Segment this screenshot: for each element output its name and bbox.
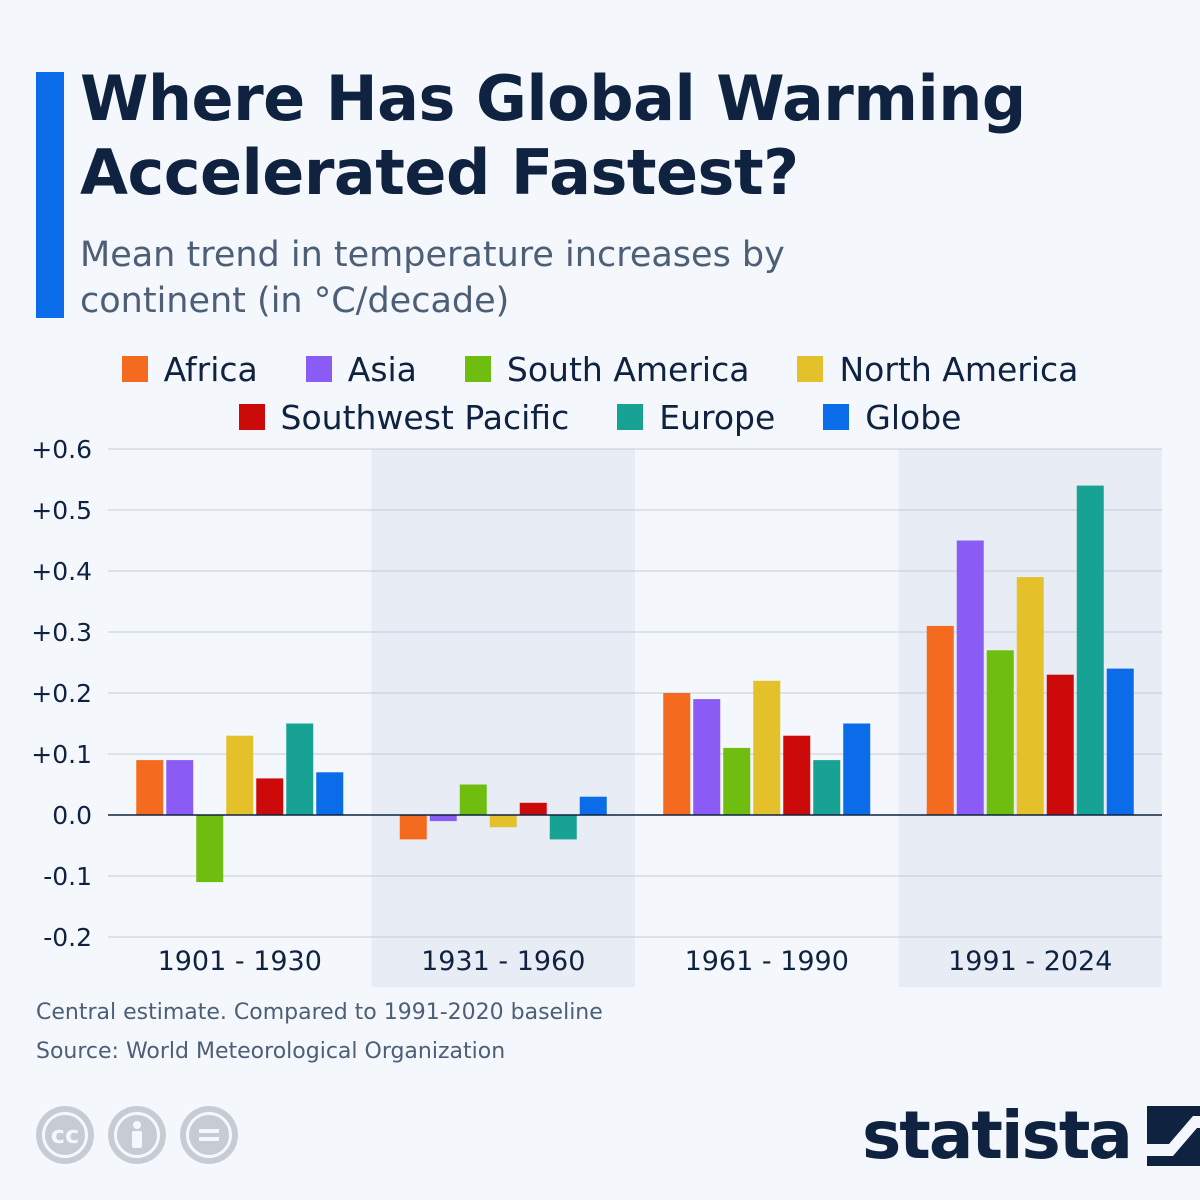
bar-north-america <box>489 815 517 828</box>
bar-north-america <box>1016 577 1044 815</box>
bar-asia <box>956 540 984 815</box>
y-tick-label: +0.5 <box>31 496 92 525</box>
y-tick-label: -0.1 <box>43 862 92 891</box>
legend-swatch <box>238 404 265 430</box>
y-tick-label: +0.1 <box>31 740 92 769</box>
y-tick-label: +0.2 <box>31 679 92 708</box>
legend-label: Africa <box>163 349 258 389</box>
legend-row-1: Africa Asia South America North America <box>0 346 1200 392</box>
cc-icon[interactable]: cc <box>36 1106 94 1164</box>
statista-logo-icon <box>1146 1106 1200 1166</box>
bar-southwest-pacific <box>1046 674 1074 815</box>
bar-south-america <box>459 784 487 815</box>
x-category-label: 1901 - 1930 <box>158 946 322 977</box>
legend-row-2: Southwest Pacific Europe Globe <box>0 394 1200 440</box>
license-icons: cc <box>36 1106 252 1164</box>
bar-europe <box>286 723 314 815</box>
attribution-icon[interactable] <box>108 1106 166 1164</box>
legend-swatch <box>797 356 824 382</box>
chart-legend: Africa Asia South America North America Sou… <box>0 346 1200 442</box>
bar-north-america <box>226 735 254 815</box>
chart-source: Source: World Meteorological Organizatio… <box>36 1039 506 1064</box>
bar-africa <box>399 815 427 840</box>
no-derivatives-icon[interactable] <box>180 1106 238 1164</box>
bar-southwest-pacific <box>256 778 284 815</box>
legend-swatch <box>823 404 850 430</box>
legend-swatch <box>121 356 148 382</box>
legend-swatch <box>464 356 491 382</box>
bar-globe <box>1106 668 1134 815</box>
y-tick-label: +0.3 <box>31 618 92 647</box>
y-tick-label: +0.6 <box>31 435 92 464</box>
legend-label: Globe <box>865 397 962 437</box>
bar-globe <box>316 772 344 815</box>
legend-swatch <box>305 356 332 382</box>
y-tick-label: -0.2 <box>43 923 92 952</box>
x-category-label: 1961 - 1990 <box>685 946 849 977</box>
legend-item-asia: Asia <box>305 349 417 389</box>
chart-note: Central estimate. Compared to 1991-2020 … <box>36 1000 603 1025</box>
bar-globe <box>843 723 871 815</box>
legend-item-south-america: South America <box>464 349 750 389</box>
legend-swatch <box>617 404 644 430</box>
bar-southwest-pacific <box>783 735 811 815</box>
legend-label: Europe <box>659 397 776 437</box>
bar-africa <box>136 760 164 815</box>
bar-southwest-pacific <box>519 802 547 815</box>
bar-africa <box>926 625 954 815</box>
bar-south-america <box>196 815 224 883</box>
legend-label: South America <box>506 349 750 389</box>
page-title: Where Has Global Warming Accelerated Fas… <box>80 62 1026 209</box>
legend-label: Southwest Pacific <box>280 397 570 437</box>
bar-asia <box>693 699 721 815</box>
bar-north-america <box>753 680 781 815</box>
y-tick-label: +0.4 <box>31 557 92 586</box>
statista-logo[interactable]: statista <box>862 1096 1200 1176</box>
legend-item-north-america: North America <box>797 350 1078 389</box>
legend-item-globe: Globe <box>823 398 961 437</box>
bar-chart: +0.6 +0.5 +0.4 +0.3 +0.2 +0.1 0.0 -0.1 -0.2 1901 … <box>31 435 1162 987</box>
legend-item-southwest-pacific: Southwest Pacific <box>238 397 570 437</box>
legend-item-europe: Europe <box>617 398 775 437</box>
category-band <box>371 449 635 987</box>
bar-europe <box>549 815 577 840</box>
statista-logo-text: statista <box>862 1097 1133 1174</box>
bar-globe <box>579 796 607 815</box>
chart-subtitle: Mean trend in temperature increases by c… <box>80 235 785 321</box>
bar-south-america <box>986 650 1014 815</box>
accent-bar <box>36 72 64 318</box>
bar-africa <box>663 693 691 815</box>
bar-asia <box>429 815 457 822</box>
bar-asia <box>166 760 194 815</box>
bar-europe <box>1076 485 1104 815</box>
legend-label: North America <box>839 349 1079 389</box>
bar-south-america <box>723 747 751 815</box>
bar-europe <box>813 760 841 815</box>
x-category-label: 1991 - 2024 <box>948 946 1112 977</box>
legend-label: Asia <box>347 349 417 389</box>
x-category-label: 1931 - 1960 <box>421 946 585 977</box>
y-tick-label: 0.0 <box>52 801 92 830</box>
legend-item-africa: Africa <box>121 349 258 389</box>
